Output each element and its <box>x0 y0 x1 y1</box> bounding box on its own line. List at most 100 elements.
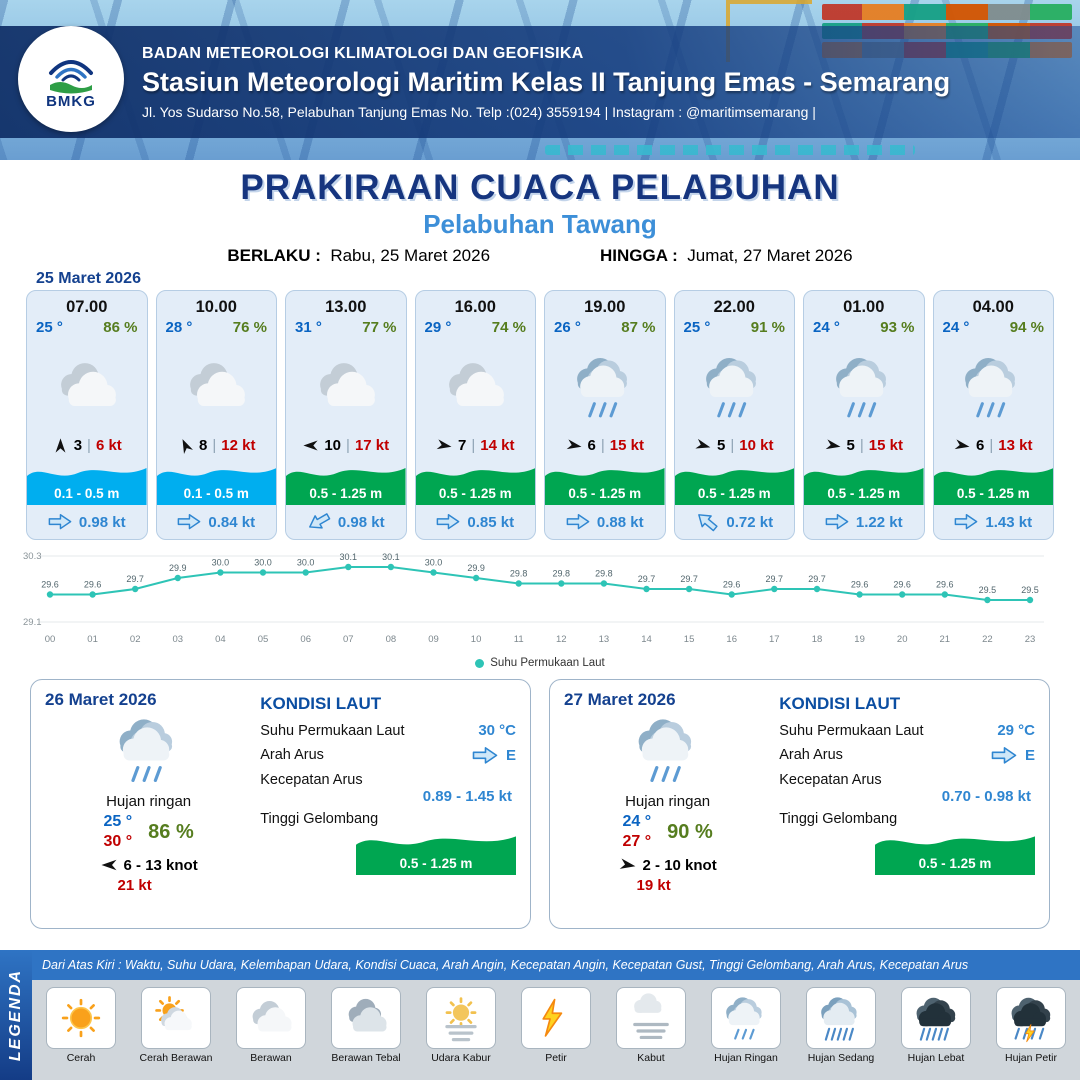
current-speed: 1.22 kt <box>855 513 903 531</box>
validity-period: BERLAKU : Rabu, 25 Maret 2026 HINGGA : J… <box>0 246 1080 266</box>
temp-max: 27 ° <box>622 833 652 850</box>
svg-text:29.7: 29.7 <box>638 574 656 584</box>
legend-items: Cerah Cerah Berawan Berawan Berawan Tebal Ud… <box>32 980 1080 1080</box>
wave-height-band: 0.5 - 1.25 m <box>804 459 924 505</box>
separator: | <box>859 437 864 454</box>
legend-item-label: Hujan Lebat <box>907 1052 965 1064</box>
legend-item-label: Kabut <box>637 1052 665 1064</box>
svg-text:18: 18 <box>812 634 823 645</box>
humidity: 94 % <box>1009 319 1044 336</box>
separator: | <box>730 437 735 454</box>
wave-height: 0.5 - 1.25 m <box>309 486 383 501</box>
air-temperature: 28 ° <box>165 319 193 336</box>
wind-direction-icon <box>52 437 69 454</box>
hourly-forecast-card: 04.00 24 ° 94 % 6 | 13 kt 0.5 - 1.25 m 1.43 kt <box>932 290 1054 540</box>
berawan-icon <box>236 987 306 1049</box>
wind-row: 6 | 15 kt <box>545 437 665 454</box>
wind-range: 2 - 10 knot <box>642 856 717 874</box>
hourly-forecast-card: 16.00 29 ° 74 % 7 | 14 kt 0.5 - 1.25 m 0.85 kt <box>414 290 536 540</box>
forecast-time: 01.00 <box>843 298 885 316</box>
svg-text:19: 19 <box>854 634 865 645</box>
header-band: BADAN METEOROLOGI KLIMATOLOGI DAN GEOFIS… <box>0 26 1080 138</box>
separator: | <box>989 437 994 454</box>
wave-height-band: 0.5 - 1.25 m <box>674 459 794 505</box>
hourly-cards-row: 07.00 25 ° 86 % 3 | 6 kt 0.1 - 0.5 m 0.98 kt 10.… <box>0 290 1080 540</box>
current-direction-icon <box>566 513 590 530</box>
forecast-time: 19.00 <box>584 298 626 316</box>
current-row: 0.98 kt <box>27 505 147 539</box>
current-speed-label: Kecepatan Arus <box>779 771 882 788</box>
wind-row: 3 | 6 kt <box>27 437 147 454</box>
current-row: 1.22 kt <box>804 505 924 539</box>
svg-text:29.9: 29.9 <box>467 563 485 573</box>
gust-speed: 21 kt <box>117 877 152 894</box>
humidity: 86 % <box>148 820 194 843</box>
chart-legend: Suhu Permukaan Laut <box>22 657 1058 669</box>
svg-text:16: 16 <box>726 634 737 645</box>
separator: | <box>600 437 605 454</box>
legend-item: Berawan Tebal <box>320 987 412 1080</box>
cerah-berawan-icon <box>141 987 211 1049</box>
svg-text:30.0: 30.0 <box>254 558 272 568</box>
forecast-time: 07.00 <box>66 298 108 316</box>
current-row: 0.85 kt <box>416 505 536 539</box>
humidity: 90 % <box>667 820 713 843</box>
svg-text:29.7: 29.7 <box>766 574 784 584</box>
wave-height: 0.5 - 1.25 m <box>956 486 1030 501</box>
current-speed: 1.43 kt <box>985 513 1033 531</box>
gust-speed: 15 kt <box>868 437 903 454</box>
terminal-seats-illustration <box>545 145 915 155</box>
humidity: 74 % <box>491 319 526 336</box>
wave-height: 0.1 - 0.5 m <box>54 486 120 501</box>
berlaku-value: Rabu, 25 Maret 2026 <box>330 246 491 265</box>
page-title: PRAKIRAAN CUACA PELABUHAN <box>240 168 840 207</box>
wind-range: 6 - 13 knot <box>123 856 198 874</box>
svg-text:17: 17 <box>769 634 780 645</box>
forecast-time: 10.00 <box>195 298 237 316</box>
svg-text:01: 01 <box>87 634 98 645</box>
hingga-label: HINGGA : <box>600 246 678 265</box>
air-temperature: 24 ° <box>942 319 970 336</box>
wave-height: 0.5 - 1.25 m <box>827 486 901 501</box>
legend-item: Hujan Sedang <box>795 987 887 1080</box>
svg-text:29.8: 29.8 <box>595 569 613 579</box>
wave-height-label: Tinggi Gelombang <box>779 810 898 827</box>
daily-forecast-card: 26 Maret 2026 Hujan ringan 25 ° 30 ° 86 % 6 -… <box>30 679 531 929</box>
hourly-forecast-card: 19.00 26 ° 87 % 6 | 15 kt 0.5 - 1.25 m 0.88 kt <box>544 290 666 540</box>
separator: | <box>87 437 91 454</box>
wave-height-band: 0.1 - 0.5 m <box>27 459 147 505</box>
svg-text:20: 20 <box>897 634 908 645</box>
separator: | <box>346 437 350 454</box>
temp-max: 30 ° <box>103 833 133 850</box>
hourly-forecast-card: 13.00 31 ° 77 % 10 | 17 kt 0.5 - 1.25 m 0.98 kt <box>285 290 407 540</box>
humidity: 76 % <box>232 319 267 336</box>
wind-direction-icon <box>174 434 197 457</box>
legend-item: Hujan Petir <box>985 987 1077 1080</box>
sst-label: Suhu Permukaan Laut <box>779 722 924 739</box>
legend-item-label: Berawan Tebal <box>331 1052 401 1064</box>
wave-height-label: Tinggi Gelombang <box>260 810 379 827</box>
current-row: 0.98 kt <box>286 505 406 539</box>
svg-text:29.6: 29.6 <box>41 580 59 590</box>
gust-speed: 6 kt <box>95 437 122 454</box>
station-name: Stasiun Meteorologi Maritim Kelas II Tan… <box>142 66 951 97</box>
current-speed: 0.88 kt <box>596 513 644 531</box>
forecast-time: 16.00 <box>454 298 496 316</box>
hingga-value: Jumat, 27 Maret 2026 <box>687 246 853 265</box>
petir-icon <box>521 987 591 1049</box>
current-direction-icon <box>304 509 333 536</box>
legend-item-label: Cerah Berawan <box>139 1052 213 1064</box>
air-temperature: 24 ° <box>813 319 840 336</box>
svg-text:29.5: 29.5 <box>1021 585 1039 595</box>
svg-text:02: 02 <box>130 634 141 645</box>
current-direction-label: Arah Arus <box>260 747 324 764</box>
berawan-tebal-icon <box>331 987 401 1049</box>
current-speed-range: 0.70 - 0.98 kt <box>941 787 1031 805</box>
wind-row: 10 | 17 kt <box>286 437 406 454</box>
daily-forecast-card: 27 Maret 2026 Hujan ringan 24 ° 27 ° 90 % 2 -… <box>549 679 1050 929</box>
air-temperature: 25 ° <box>36 319 63 336</box>
wave-height: 0.5 - 1.25 m <box>438 486 512 501</box>
current-row: 1.43 kt <box>934 505 1054 539</box>
svg-text:29.8: 29.8 <box>510 569 528 579</box>
wind-direction-icon <box>953 436 973 456</box>
